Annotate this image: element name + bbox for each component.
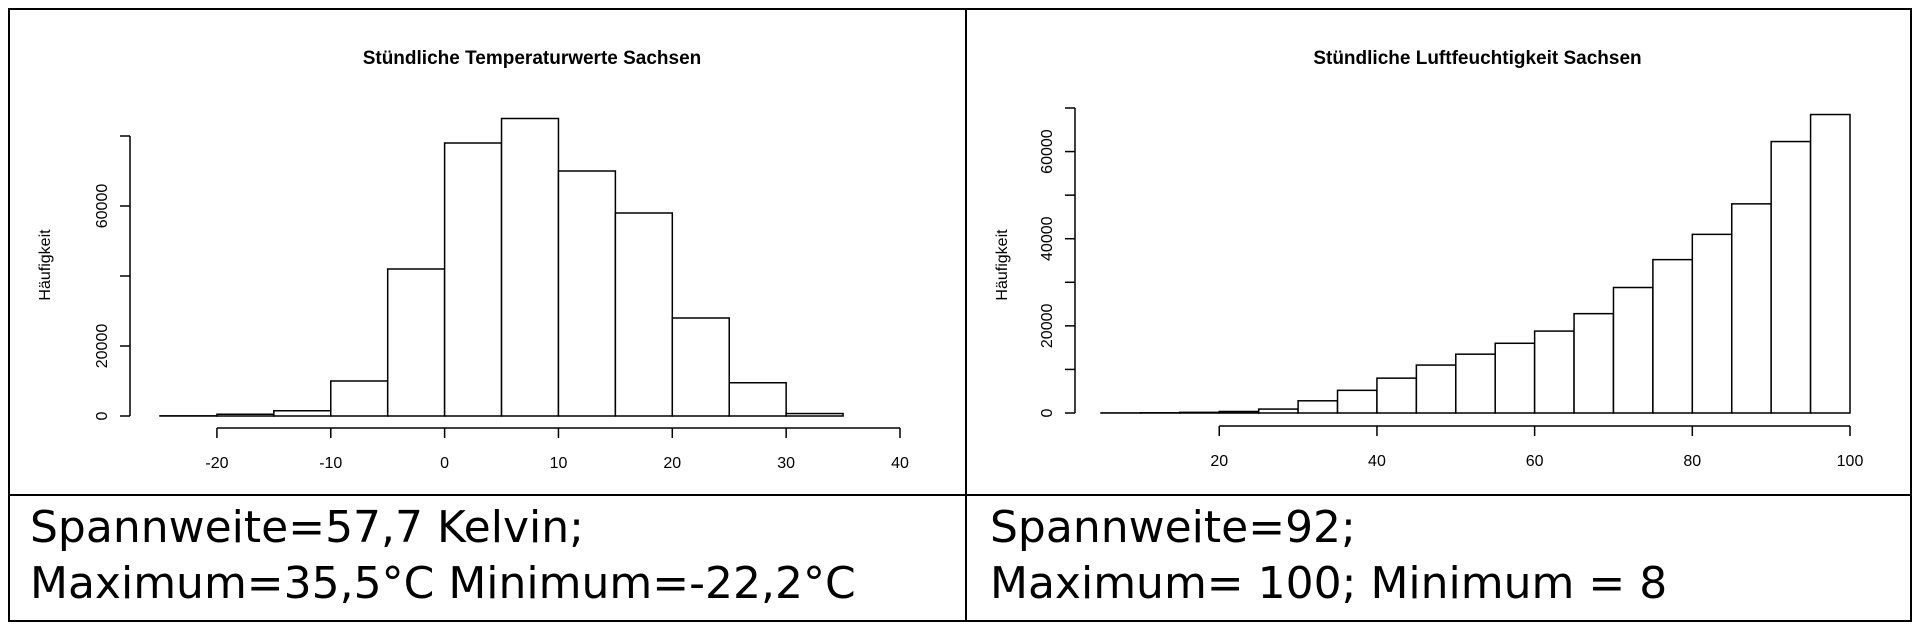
y-tick-label: 20000 [1039, 304, 1056, 349]
y-tick-label: 60000 [1039, 129, 1056, 174]
histogram-bar [728, 382, 787, 417]
x-tick-label: 20 [1210, 453, 1228, 470]
x-tick-label: 0 [440, 455, 449, 472]
table-frame [8, 8, 1912, 622]
histogram-bar [614, 212, 674, 417]
y-tick-label: 60000 [94, 184, 111, 229]
y-tick-label: 40000 [1039, 216, 1056, 261]
histogram-bar [1257, 408, 1299, 414]
x-tick-label: 40 [891, 455, 909, 472]
histogram-bar [1573, 312, 1615, 414]
temperature-caption: Spannweite=57,7 Kelvin; Maximum=35,5°C M… [30, 500, 856, 612]
table-row-divider [8, 494, 1912, 496]
x-tick-label: 60 [1526, 453, 1544, 470]
histogram-bar [273, 410, 332, 417]
histogram-bar [557, 170, 617, 417]
chart-title: Stündliche Temperaturwerte Sachsen [363, 48, 702, 69]
histogram-bar [1809, 113, 1851, 414]
histogram-bar [386, 268, 446, 417]
temperature-histogram: Stündliche Temperaturwerte Sachsen Häufig… [37, 48, 909, 472]
histogram-bar [1336, 389, 1378, 414]
y-tick-label: 0 [1039, 408, 1056, 417]
y-tick-label: 20000 [94, 324, 111, 369]
y-axis-label: Häufigkeit [994, 229, 1011, 301]
table-column-divider [965, 8, 967, 622]
y-tick-label: 0 [94, 411, 111, 420]
y-axis-label: Häufigkeit [37, 229, 54, 301]
histogram-bar [443, 142, 503, 417]
x-tick-label: 100 [1837, 453, 1864, 470]
temperature-extremes-text: Maximum=35,5°C Minimum=-22,2°C [30, 558, 856, 609]
histogram-bar [330, 380, 389, 417]
histogram-bar [671, 317, 730, 417]
x-tick-label: 20 [663, 455, 681, 472]
x-tick-label: 10 [550, 455, 568, 472]
humidity-extremes-text: Maximum= 100; Minimum = 8 [990, 558, 1668, 609]
histogram-bar [1179, 411, 1221, 414]
histogram-bar [1297, 400, 1339, 414]
x-tick-label: 30 [777, 455, 795, 472]
x-tick-label: 80 [1683, 453, 1701, 470]
temperature-range-text: Spannweite=57,7 Kelvin; [30, 502, 584, 553]
histogram-bar [500, 117, 560, 417]
humidity-histogram: Stündliche Luftfeuchtigkeit Sachsen Häufi… [994, 48, 1864, 470]
x-tick-label: -20 [205, 455, 228, 472]
histogram-bar [1415, 364, 1457, 414]
humidity-range-text: Spannweite=92; [990, 502, 1356, 553]
histogram-bar [1691, 233, 1733, 414]
humidity-caption: Spannweite=92; Maximum= 100; Minimum = 8 [990, 500, 1667, 612]
x-tick-label: 40 [1368, 453, 1386, 470]
humidity-chart-panel: Stündliche Luftfeuchtigkeit Sachsen Häufi… [967, 10, 1910, 494]
histogram-bar [1612, 286, 1654, 414]
histogram-bar [1533, 330, 1575, 414]
histogram-bar [1376, 377, 1418, 414]
histogram-bar [1494, 342, 1536, 414]
chart-title: Stündliche Luftfeuchtigkeit Sachsen [1313, 48, 1641, 69]
histogram-bar [1652, 258, 1694, 414]
histogram-bar [1770, 140, 1812, 414]
x-tick-label: -10 [319, 455, 342, 472]
temperature-chart-panel: Stündliche Temperaturwerte Sachsen Häufig… [10, 10, 965, 494]
histogram-bar [1218, 410, 1260, 414]
histogram-bar [785, 412, 844, 417]
histogram-bar [216, 413, 275, 417]
histogram-bar [1455, 353, 1496, 414]
histogram-bar [1730, 203, 1772, 414]
